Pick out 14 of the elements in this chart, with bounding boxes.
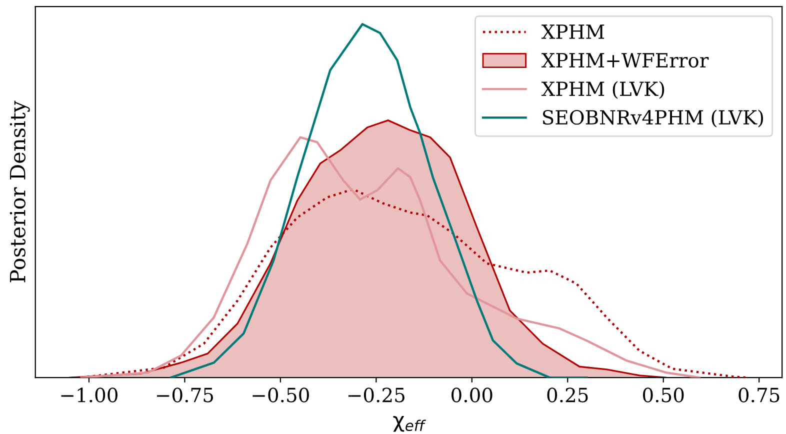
x-axis-title: χ$_{eff}$ bbox=[393, 416, 426, 432]
legend-label: XPHM (LVK) bbox=[541, 81, 664, 99]
x-tick-label: 0.25 bbox=[547, 388, 588, 402]
legend-label: XPHM+WFError bbox=[541, 53, 709, 68]
legend-label: SEOBNRv4PHM (LVK) bbox=[542, 110, 764, 128]
x-tick-label: 0.50 bbox=[643, 388, 684, 402]
x-tick-label: −0.25 bbox=[348, 388, 404, 402]
y-axis-title: Posterior Density bbox=[10, 100, 30, 282]
x-tick-label: −1.00 bbox=[61, 388, 118, 402]
x-tick-label: −0.50 bbox=[252, 388, 309, 402]
x-tick-label: 0.75 bbox=[738, 388, 780, 402]
x-tick-label: −0.75 bbox=[156, 388, 213, 402]
x-tick-label: 0.00 bbox=[452, 388, 492, 402]
legend-label: XPHM bbox=[541, 24, 604, 39]
